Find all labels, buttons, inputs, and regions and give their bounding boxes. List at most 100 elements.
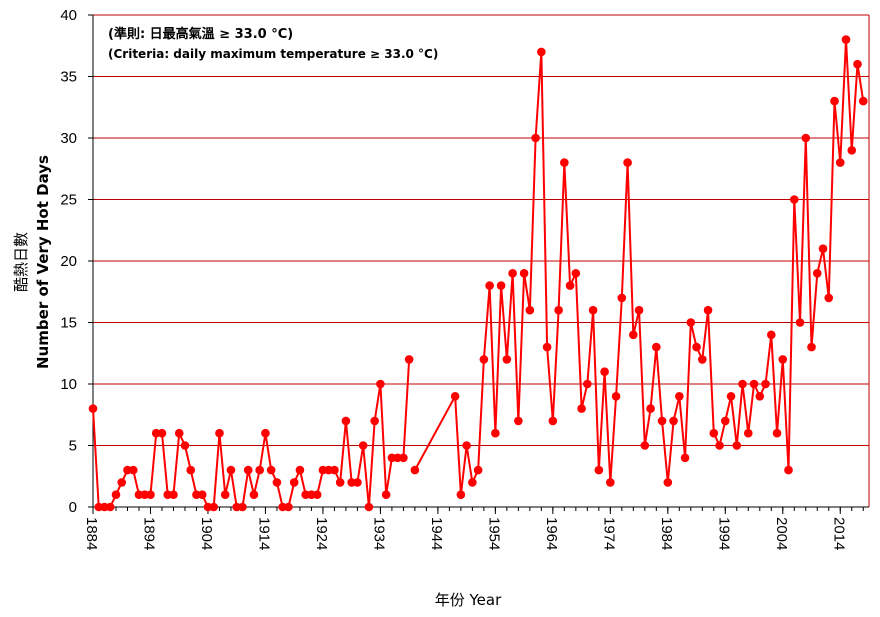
data-point — [479, 355, 489, 364]
data-point — [554, 305, 563, 315]
y-tick-label: 20 — [60, 253, 77, 270]
data-point — [169, 490, 178, 500]
data-point — [209, 502, 219, 512]
data-point — [680, 453, 690, 463]
axes — [88, 14, 869, 514]
data-point — [675, 392, 684, 401]
data-point — [858, 96, 868, 106]
x-tick-label: 2014 — [830, 517, 847, 550]
data-point — [485, 281, 494, 290]
data-point — [180, 441, 190, 450]
data-point — [738, 379, 747, 389]
data-point — [468, 478, 477, 487]
data-point — [364, 502, 374, 512]
data-point — [330, 465, 339, 475]
y-axis-title-en: Number of Very Hot Days — [34, 155, 52, 369]
data-point — [766, 330, 776, 340]
x-tick-label: 1944 — [428, 517, 445, 550]
data-point — [146, 490, 155, 500]
data-point — [629, 330, 638, 340]
data-point — [606, 478, 615, 487]
data-point — [761, 379, 770, 389]
x-tick-label: 1924 — [313, 517, 330, 550]
data-point — [807, 342, 816, 352]
data-point — [370, 416, 379, 426]
data-point — [525, 305, 535, 315]
data-point — [450, 392, 460, 401]
data-point — [255, 465, 264, 475]
data-point — [847, 146, 857, 155]
data-point — [778, 355, 788, 364]
data-point — [404, 355, 414, 364]
data-point — [789, 195, 799, 204]
data-point — [663, 478, 673, 487]
y-tick-label: 5 — [69, 438, 77, 455]
y-tick-label: 40 — [60, 7, 77, 24]
data-point — [249, 490, 259, 500]
series-line — [414, 39, 865, 495]
data-point — [594, 465, 604, 475]
data-point — [376, 379, 385, 389]
data-point — [715, 441, 724, 450]
data-point — [295, 465, 305, 475]
data-point — [801, 133, 811, 143]
data-point — [652, 342, 661, 352]
data-point — [646, 404, 655, 413]
data-point — [289, 478, 299, 487]
data-point — [491, 428, 500, 438]
data-point — [669, 416, 678, 426]
criteria-annotation-zh: (準則: 日最高氣溫 ≥ 33.0 °C) — [108, 26, 293, 42]
data-point — [824, 293, 834, 303]
data-point — [623, 158, 632, 167]
data-point — [88, 404, 98, 413]
data-point — [335, 478, 345, 487]
data-point — [341, 416, 351, 426]
data-point — [743, 428, 753, 438]
data-point — [117, 478, 127, 487]
data-point — [519, 269, 529, 278]
data-point — [238, 502, 247, 512]
data-point — [835, 158, 845, 167]
data-point — [157, 428, 167, 438]
data-point — [261, 428, 270, 438]
y-tick-label: 25 — [60, 192, 77, 209]
data-point — [818, 244, 828, 253]
x-axis-title: 年份 Year — [435, 591, 502, 609]
data-point — [358, 441, 368, 450]
data-point — [243, 465, 253, 475]
data-point — [732, 441, 742, 450]
data-point — [410, 465, 420, 475]
y-axis-title-zh: 酷熱日數 — [12, 232, 30, 292]
data-point — [749, 379, 759, 389]
data-point — [812, 269, 822, 278]
data-point — [600, 367, 609, 377]
data-point — [617, 293, 627, 303]
data-point — [703, 305, 713, 315]
data-point — [772, 428, 782, 438]
data-point — [215, 428, 224, 438]
data-point — [588, 305, 598, 315]
data-point — [698, 355, 707, 364]
data-point — [473, 465, 483, 475]
gridlines — [93, 14, 870, 507]
y-tick-label: 0 — [69, 499, 77, 516]
data-point — [841, 35, 851, 44]
data-point — [312, 490, 322, 500]
data-point — [220, 490, 230, 500]
data-point — [583, 379, 592, 389]
data-point — [266, 465, 276, 475]
data-point — [720, 416, 730, 426]
data-point — [560, 158, 569, 167]
data-point — [571, 269, 581, 278]
data-point — [686, 318, 696, 327]
criteria-annotation-en: (Criteria: daily maximum temperature ≥ 3… — [108, 47, 438, 61]
data-point — [657, 416, 667, 426]
data-point — [128, 465, 138, 475]
data-point — [186, 465, 196, 475]
data-point — [462, 441, 471, 450]
x-tick-label: 1934 — [370, 517, 387, 550]
data-point — [508, 269, 517, 278]
y-tick-label: 10 — [60, 376, 77, 393]
x-tick-label: 1904 — [198, 517, 215, 550]
